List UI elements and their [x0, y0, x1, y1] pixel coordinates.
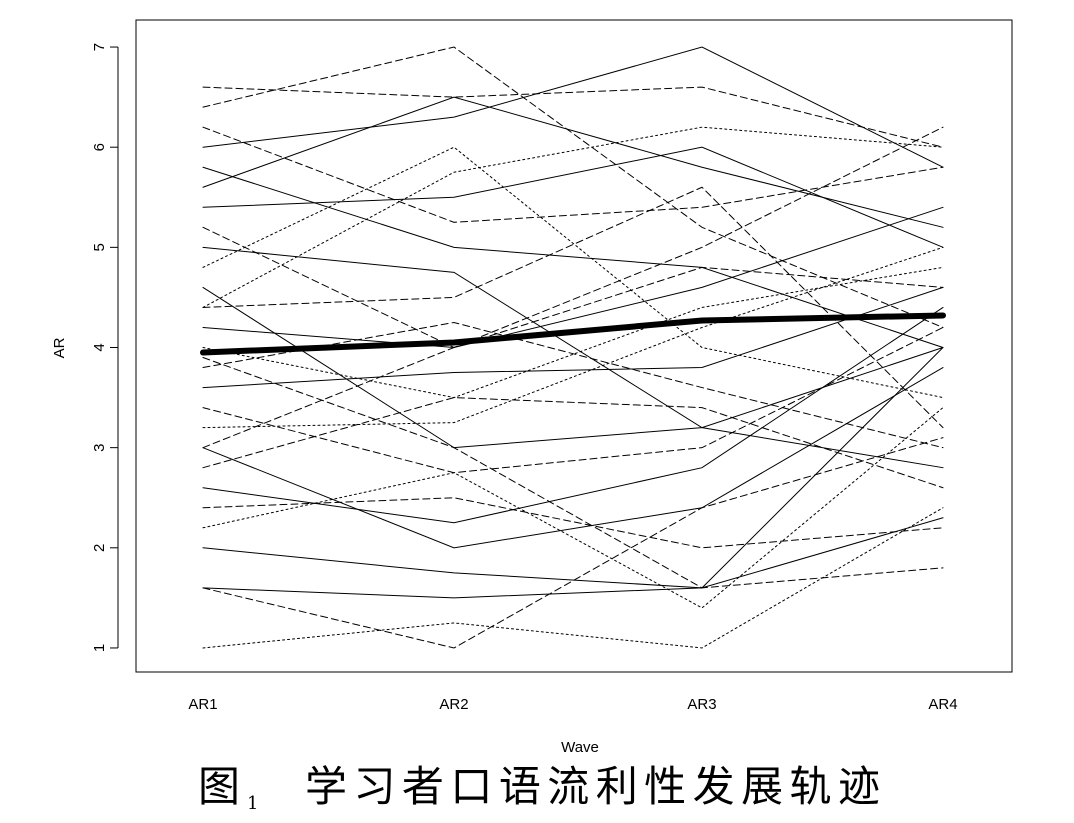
- trajectory-line: [202, 186, 944, 429]
- y-tick-label: 1: [91, 644, 108, 652]
- trajectory-line: [202, 437, 944, 649]
- y-axis-label: AR: [51, 337, 68, 358]
- trajectory-line: [202, 86, 944, 148]
- trajectory-line: [202, 397, 944, 489]
- caption-prefix: 图: [198, 762, 240, 811]
- trajectory-line: [202, 266, 944, 399]
- x-axis-label: Wave: [561, 739, 599, 756]
- trajectory-line: [202, 96, 944, 228]
- trajectory-line: [202, 286, 944, 449]
- y-tick-label: 3: [91, 443, 108, 451]
- plot-frame: [135, 19, 1013, 673]
- trajectory-line: [202, 306, 944, 524]
- trajectory-line: [202, 246, 944, 469]
- x-tick-label: AR2: [439, 696, 468, 713]
- y-tick-label: 5: [91, 243, 108, 251]
- x-tick-label: AR3: [687, 696, 716, 713]
- y-tick-label: 4: [91, 343, 108, 351]
- trajectory-line: [202, 146, 944, 248]
- caption-number: 1: [247, 793, 258, 814]
- mean-line: [200, 312, 946, 356]
- trajectory-line: [202, 166, 944, 349]
- trajectory-line: [202, 246, 944, 429]
- trajectory-line: [202, 321, 944, 449]
- y-tick-label: 7: [91, 43, 108, 51]
- trajectory-line: [202, 126, 944, 349]
- trajectory-line: [202, 357, 944, 589]
- trajectory-line: [202, 146, 944, 399]
- trajectory-line: [202, 347, 944, 599]
- trajectory-line: [202, 266, 944, 449]
- trajectory-line: [202, 126, 944, 223]
- trajectory-line: [202, 367, 944, 549]
- trajectory-line: [202, 126, 944, 308]
- trajectory-line: [202, 517, 944, 589]
- x-tick-label: AR4: [928, 696, 957, 713]
- y-tick-label: 2: [91, 544, 108, 552]
- trajectory-line: [202, 286, 944, 389]
- caption-text: 学习者口语流利性发展轨迹: [305, 762, 880, 811]
- trajectory-line: [202, 407, 944, 609]
- y-tick-label: 6: [91, 143, 108, 151]
- trajectory-line: [202, 206, 944, 349]
- trajectory-line: [202, 46, 944, 168]
- trajectory-line: [202, 497, 944, 549]
- x-tick-label: AR1: [188, 696, 217, 713]
